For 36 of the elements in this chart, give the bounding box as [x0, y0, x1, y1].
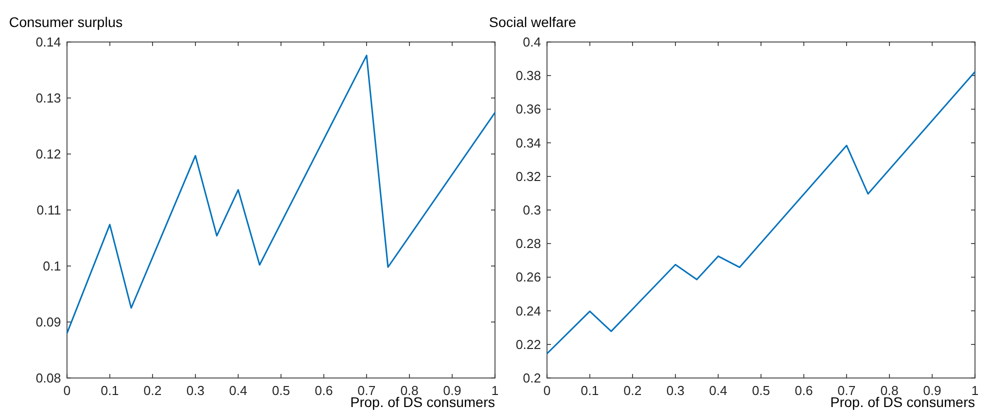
x-tick-label: 0.2: [624, 383, 642, 398]
y-tick-label: 0.36: [516, 102, 541, 117]
x-tick-label: 0: [543, 383, 551, 398]
x-tick-label: 0.4: [709, 383, 728, 398]
x-tick-label: 0.1: [580, 383, 599, 398]
x-tick-label: 0.6: [794, 383, 813, 398]
line-series: [546, 70, 976, 354]
y-tick-label: 0.09: [36, 314, 61, 330]
y-tick-label: 0.14: [36, 34, 61, 50]
x-tick-label: 0.3: [666, 383, 684, 398]
x-tick-label: 0.4: [229, 383, 248, 398]
y-tick-label: 0.22: [516, 336, 541, 352]
x-tick-label: 0.3: [186, 383, 204, 398]
line-series: [66, 54, 496, 334]
y-tick-label: 0.2: [522, 370, 541, 386]
y-tick-label: 0.34: [516, 135, 541, 150]
y-tick-label: 0.26: [516, 270, 541, 285]
y-tick-label: 0.28: [516, 236, 541, 252]
y-tick-label: 0.4: [522, 34, 541, 50]
y-tick-label: 0.08: [36, 370, 61, 386]
y-tick-label: 0.32: [516, 168, 541, 184]
x-tick-label: 0.2: [144, 383, 162, 398]
x-tick-label: 0.5: [272, 383, 290, 398]
y-tick-label: 0.1: [42, 258, 61, 274]
chart-title: Consumer surplus: [9, 14, 123, 30]
x-tick-label: 0.1: [100, 383, 119, 398]
y-tick-label: 0.12: [36, 146, 61, 162]
x-tick-label: 0.6: [314, 383, 333, 398]
chart-title: Social welfare: [489, 14, 576, 30]
x-tick-label: 0.5: [752, 383, 770, 398]
y-tick-label: 0.13: [36, 90, 61, 106]
y-tick-label: 0.38: [516, 68, 541, 84]
y-tick-label: 0.3: [522, 202, 541, 218]
y-tick-label: 0.24: [516, 303, 541, 318]
y-tick-label: 0.11: [36, 202, 61, 218]
x-tick-label: 0: [63, 383, 71, 398]
